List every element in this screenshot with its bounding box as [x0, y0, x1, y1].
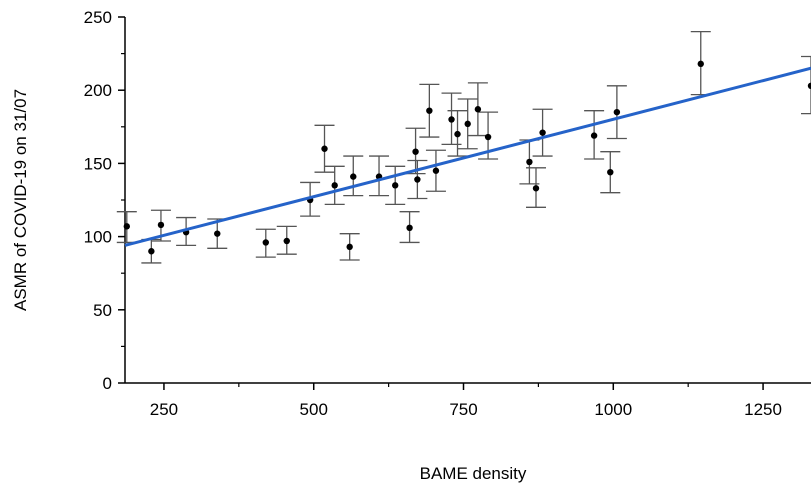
x-axis-label: BAME density — [420, 464, 527, 483]
data-point — [539, 129, 546, 136]
data-point — [392, 182, 399, 189]
data-point — [607, 168, 614, 176]
data-point — [464, 120, 471, 128]
data-point — [331, 182, 338, 189]
x-tick-label: 250 — [150, 400, 178, 419]
data-points — [123, 60, 811, 255]
y-tick-label: 200 — [84, 81, 112, 100]
data-point — [613, 108, 621, 116]
data-point — [432, 167, 440, 174]
data-point — [157, 221, 165, 229]
data-point — [346, 243, 353, 251]
data-point — [414, 176, 421, 183]
data-point — [526, 158, 533, 166]
data-point — [123, 223, 130, 230]
data-point — [283, 237, 290, 245]
y-tick-label: 50 — [93, 301, 112, 320]
x-tick-label: 500 — [300, 400, 328, 419]
data-point — [426, 107, 433, 114]
y-tick-label: 0 — [103, 374, 112, 393]
data-point — [807, 82, 811, 90]
x-ticks: 250 500 750 1000 1250 — [150, 383, 782, 419]
error-bar — [801, 55, 811, 115]
y-tick-label: 150 — [84, 154, 112, 173]
data-point — [474, 106, 482, 113]
data-point — [454, 130, 461, 138]
error-bars — [116, 30, 811, 264]
y-tick-label: 250 — [84, 8, 112, 27]
data-point — [262, 239, 269, 246]
data-point — [412, 148, 419, 155]
data-point — [214, 230, 221, 237]
data-point — [448, 116, 455, 123]
axes — [124, 17, 811, 384]
data-point — [350, 173, 357, 180]
data-point — [321, 145, 328, 152]
data-point — [406, 224, 413, 232]
data-point — [532, 185, 540, 192]
data-point — [148, 248, 155, 255]
y-ticks: 0 50 100 150 200 250 — [84, 8, 125, 393]
data-point — [484, 133, 492, 141]
y-axis-label: ASMR of COVID-19 on 31/07 — [11, 89, 30, 311]
x-tick-label: 750 — [449, 400, 477, 419]
regression-line — [124, 66, 811, 247]
y-tick-label: 100 — [84, 228, 112, 247]
data-point — [697, 60, 704, 68]
data-point — [590, 132, 598, 139]
x-tick-label: 1250 — [744, 400, 782, 419]
x-tick-label: 1000 — [594, 400, 632, 419]
